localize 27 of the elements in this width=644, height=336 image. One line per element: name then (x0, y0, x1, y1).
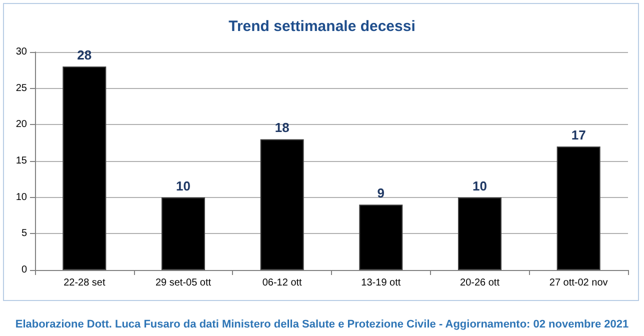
data-label: 17 (571, 127, 586, 142)
y-tick-label: 0 (21, 264, 28, 276)
data-label: 10 (472, 178, 487, 194)
x-tick-label: 06-12 ott (262, 278, 302, 288)
x-tick-label: 13-19 ott (361, 278, 401, 288)
x-tick-label: 20-26 ott (460, 278, 500, 288)
chart-title: Trend settimanale decessi (228, 18, 416, 35)
bar (162, 197, 205, 270)
data-label: 18 (274, 120, 290, 136)
bar (359, 204, 403, 270)
bar (556, 146, 600, 270)
bar (62, 66, 106, 270)
data-label: 9 (377, 186, 385, 201)
y-tick-label: 30 (16, 46, 28, 58)
y-tick-label: 20 (16, 119, 28, 130)
y-tick-label: 15 (16, 156, 28, 166)
data-label: 10 (176, 178, 190, 194)
x-tick-label: 27 ott-02 nov (549, 278, 608, 288)
text: Elaborazione Dott. Luca Fusaro da dati Ministero della Salute e Protezione Civile - Aggiornamento: 02 novembre 2021 (15, 318, 629, 330)
x-tick-label: 22-28 set (64, 278, 106, 288)
y-tick-label: 25 (16, 82, 28, 94)
y-tick-label: 10 (16, 192, 28, 203)
y-tick-label: 5 (21, 228, 28, 240)
bar (260, 139, 304, 270)
data-label: 28 (77, 48, 92, 63)
bar (458, 197, 502, 270)
x-tick-label: 29 set-05 ott (155, 278, 212, 288)
